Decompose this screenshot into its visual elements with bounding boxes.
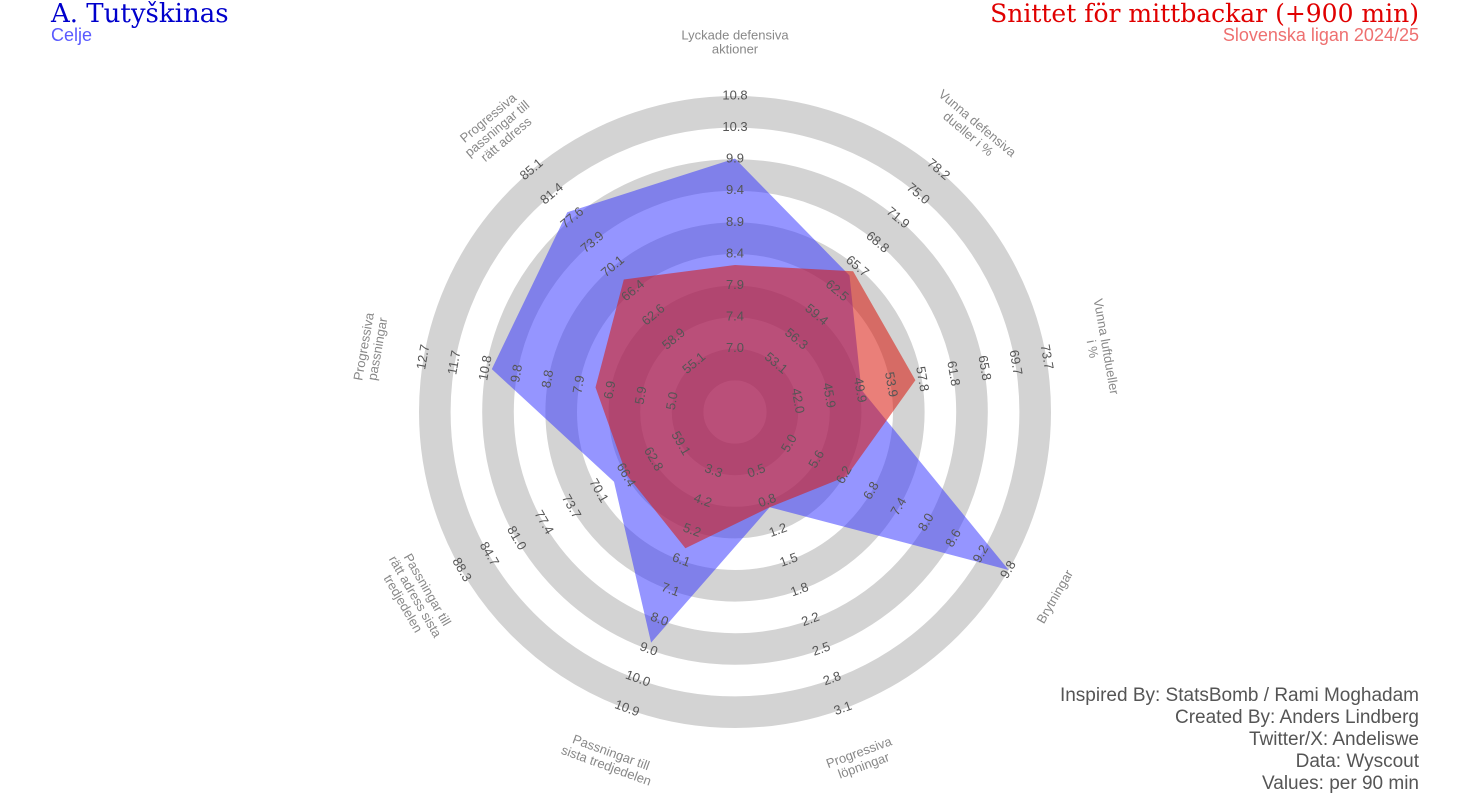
player-header: A. Tutyškinas Celje [51,0,229,44]
tick-label: 73.7 [1038,343,1057,371]
axis-label: Lyckade defensiva aktioner [681,27,789,56]
tick-label: 7.0 [726,340,744,355]
average-polygon [595,265,916,549]
tick-label: 7.1 [660,579,682,599]
tick-label: 3.1 [832,698,854,718]
axis-label: Brytningar [1033,567,1076,626]
credit-inspired: Inspired By: StatsBomb / Rami Moghadam [1059,685,1419,706]
tick-label: 9.9 [726,151,744,166]
tick-label: 1.2 [767,520,789,540]
axis-label: Passningar tillrätt adress sistatredjede… [374,546,458,648]
tick-label: 0.5 [745,460,767,480]
tick-label: 1.5 [778,549,800,569]
tick-label: 7.4 [726,309,744,324]
tick-label: 0.8 [756,490,778,510]
tick-label: 57.8 [913,365,932,393]
comparison-header: Snittet för mittbackar (+900 min) Sloven… [990,0,1419,44]
tick-label: 65.8 [975,354,994,382]
tick-label: 45.9 [820,382,839,410]
tick-label: 53.9 [882,371,901,399]
tick-label: 5.9 [632,385,650,405]
credit-twitter: Twitter/X: Andeliswe [1248,729,1419,750]
tick-label: 9.0 [638,638,660,658]
tick-label: 49.9 [851,376,870,404]
tick-label: 7.9 [569,374,587,394]
axis-label: Vunna luftduelleri % [1077,297,1123,398]
tick-label: 6.1 [670,549,692,569]
tick-label: 11.7 [444,349,463,376]
tick-label: 3.3 [703,460,725,480]
axis-label: Progressivapassningar tillrätt adress [453,86,542,170]
credit-data: Data: Wyscout [1295,751,1419,772]
comparison-title: Snittet för mittbackar (+900 min) [990,0,1419,28]
tick-label: 69.7 [1007,349,1026,377]
player-name: A. Tutyškinas [51,0,229,29]
credits: Inspired By: StatsBomb / Rami Moghadam C… [1060,685,1419,795]
tick-label: 5.0 [663,391,681,411]
tick-label: 2.8 [821,668,843,688]
tick-label: 8.9 [726,214,744,229]
credit-created: Created By: Anders Lindberg [1175,707,1419,728]
tick-label: 10.8 [722,87,747,102]
credit-values: Values: per 90 min [1261,773,1419,794]
league-season: Slovenska ligan 2024/25 [1222,25,1419,45]
tick-label: 1.8 [788,579,810,599]
axis-label: Progressivalöpningar [824,733,899,784]
tick-label: 6.9 [600,380,618,400]
tick-label: 8.0 [649,609,671,629]
tick-label: 7.9 [726,277,744,292]
player-club: Celje [51,25,93,45]
tick-label: 10.8 [475,354,494,382]
tick-label: 4.2 [692,490,714,510]
tick-label: 2.2 [799,609,821,629]
tick-label: 10.3 [722,119,747,134]
axis-label: Vunna defensivadueller i % [927,86,1020,171]
axis-label: Progressivapassningar [350,311,391,384]
tick-label: 12.7 [413,343,432,371]
tick-label: 9.8 [507,363,525,383]
ring-band [418,95,1052,729]
tick-label: 5.2 [681,520,703,540]
tick-label: 2.5 [810,638,832,658]
tick-label: 8.8 [538,369,556,389]
tick-label: 61.8 [944,360,963,388]
tick-label: 8.4 [726,245,744,260]
tick-label: 42.0 [789,387,808,415]
axis-label: Passningar tillsista tredjedelen [559,729,658,789]
tick-label: 9.4 [726,182,744,197]
